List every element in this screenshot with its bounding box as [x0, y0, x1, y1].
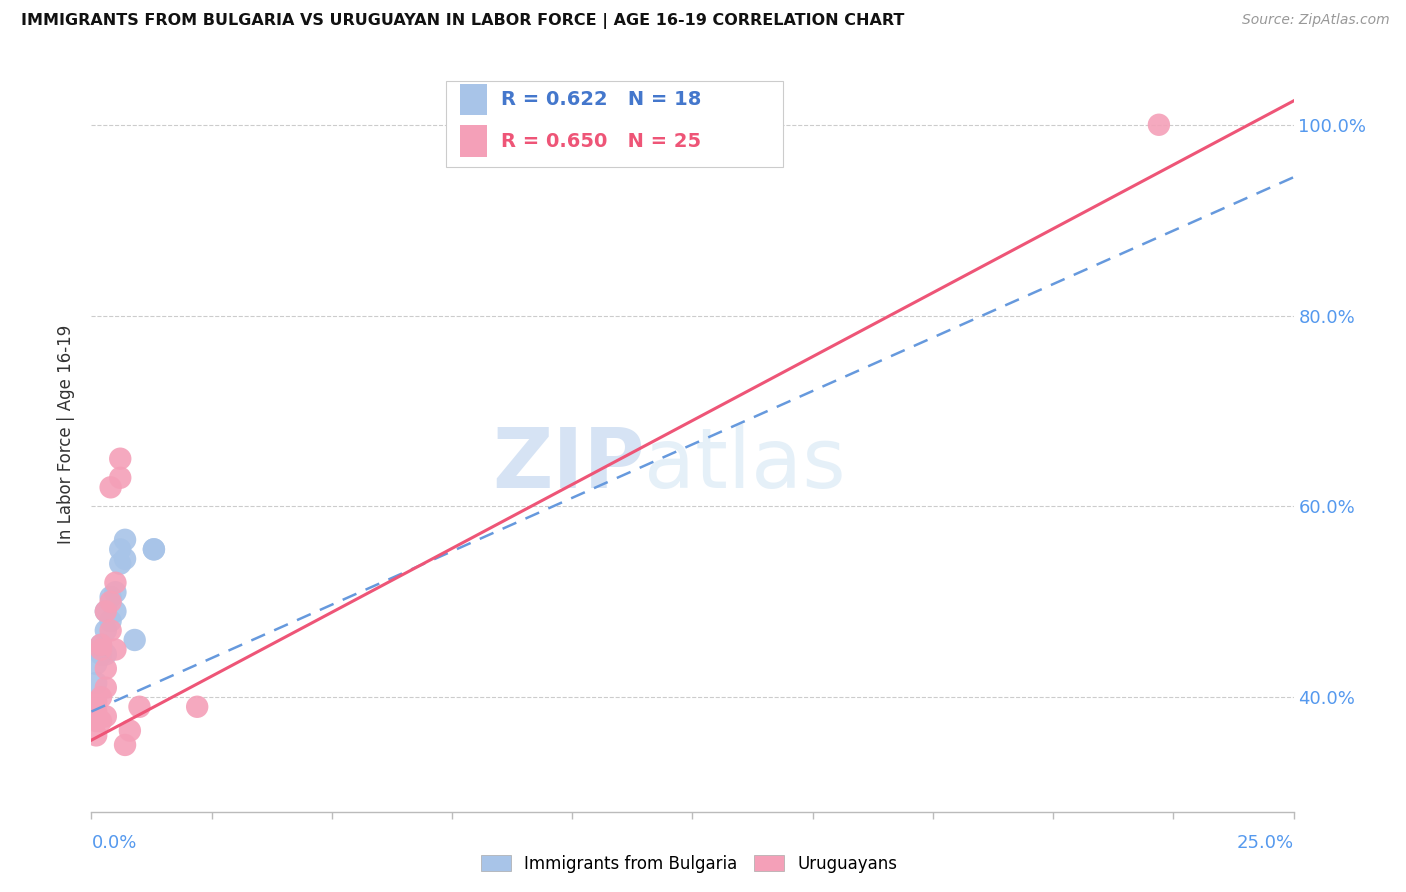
- Text: atlas: atlas: [644, 425, 846, 506]
- Text: 0.0%: 0.0%: [91, 834, 136, 852]
- Point: [84, 657, 107, 671]
- Point: [94, 648, 117, 662]
- Point: [124, 632, 146, 647]
- Text: IMMIGRANTS FROM BULGARIA VS URUGUAYAN IN LABOR FORCE | AGE 16-19 CORRELATION CHA: IMMIGRANTS FROM BULGARIA VS URUGUAYAN IN…: [21, 13, 904, 29]
- Point: [90, 638, 112, 652]
- Point: [114, 533, 136, 547]
- Point: [100, 614, 122, 628]
- Text: R = 0.650   N = 25: R = 0.650 N = 25: [502, 131, 702, 151]
- Point: [90, 648, 112, 662]
- Point: [84, 705, 107, 719]
- Point: [104, 575, 127, 590]
- Text: 25.0%: 25.0%: [1236, 834, 1294, 852]
- Text: ZIP: ZIP: [492, 425, 644, 506]
- Point: [142, 542, 165, 557]
- Legend: Immigrants from Bulgaria, Uruguayans: Immigrants from Bulgaria, Uruguayans: [474, 848, 904, 880]
- Point: [90, 714, 112, 728]
- Y-axis label: In Labor Force | Age 16-19: In Labor Force | Age 16-19: [58, 326, 76, 544]
- Point: [94, 604, 117, 618]
- FancyBboxPatch shape: [446, 80, 783, 168]
- Text: Source: ZipAtlas.com: Source: ZipAtlas.com: [1241, 13, 1389, 28]
- Point: [110, 471, 132, 485]
- Point: [100, 595, 122, 609]
- Point: [118, 723, 141, 738]
- Point: [84, 676, 107, 690]
- Point: [104, 585, 127, 599]
- Point: [100, 624, 122, 638]
- Point: [94, 624, 117, 638]
- Point: [114, 552, 136, 566]
- Point: [110, 451, 132, 466]
- Point: [142, 542, 165, 557]
- Text: R = 0.622   N = 18: R = 0.622 N = 18: [502, 90, 702, 109]
- Point: [84, 714, 107, 728]
- Point: [104, 642, 127, 657]
- Point: [1147, 118, 1170, 132]
- Point: [90, 638, 112, 652]
- Bar: [460, 84, 486, 115]
- Point: [84, 728, 107, 742]
- Point: [94, 662, 117, 676]
- Point: [128, 699, 150, 714]
- Point: [90, 690, 112, 705]
- Point: [94, 709, 117, 723]
- Point: [90, 642, 112, 657]
- Point: [114, 738, 136, 752]
- Point: [186, 699, 208, 714]
- Point: [100, 590, 122, 604]
- Point: [84, 695, 107, 709]
- Point: [104, 604, 127, 618]
- Point: [94, 604, 117, 618]
- Point: [110, 557, 132, 571]
- Point: [94, 681, 117, 695]
- Bar: [460, 125, 486, 157]
- Point: [100, 480, 122, 494]
- Point: [110, 542, 132, 557]
